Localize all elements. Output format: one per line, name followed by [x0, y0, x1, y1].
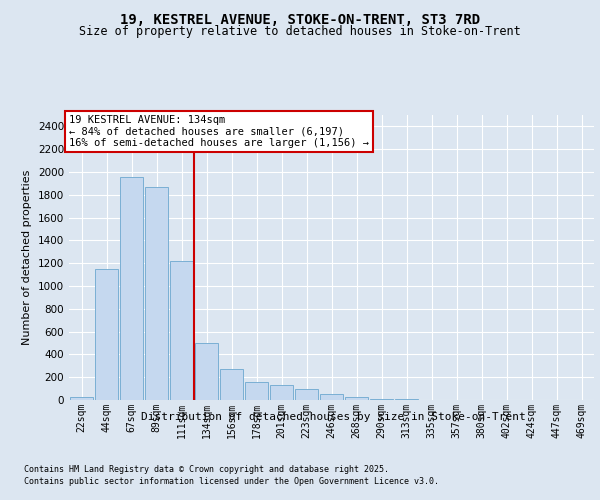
- Bar: [70, 396, 93, 400]
- Bar: [95, 269, 118, 400]
- Bar: [220, 369, 243, 400]
- Text: Contains HM Land Registry data © Crown copyright and database right 2025.: Contains HM Land Registry data © Crown c…: [24, 465, 389, 474]
- Bar: [120, 176, 143, 400]
- Bar: [295, 389, 318, 400]
- Bar: [270, 385, 293, 400]
- Bar: [195, 343, 218, 400]
- Text: 19 KESTREL AVENUE: 134sqm
← 84% of detached houses are smaller (6,197)
16% of se: 19 KESTREL AVENUE: 134sqm ← 84% of detac…: [69, 115, 369, 148]
- Text: Contains public sector information licensed under the Open Government Licence v3: Contains public sector information licen…: [24, 478, 439, 486]
- Bar: [170, 261, 193, 400]
- Bar: [320, 394, 343, 400]
- Bar: [345, 396, 368, 400]
- Text: Distribution of detached houses by size in Stoke-on-Trent: Distribution of detached houses by size …: [140, 412, 526, 422]
- Bar: [145, 187, 168, 400]
- Bar: [370, 399, 393, 400]
- Text: 19, KESTREL AVENUE, STOKE-ON-TRENT, ST3 7RD: 19, KESTREL AVENUE, STOKE-ON-TRENT, ST3 …: [120, 12, 480, 26]
- Y-axis label: Number of detached properties: Number of detached properties: [22, 170, 32, 345]
- Bar: [245, 382, 268, 400]
- Text: Size of property relative to detached houses in Stoke-on-Trent: Size of property relative to detached ho…: [79, 25, 521, 38]
